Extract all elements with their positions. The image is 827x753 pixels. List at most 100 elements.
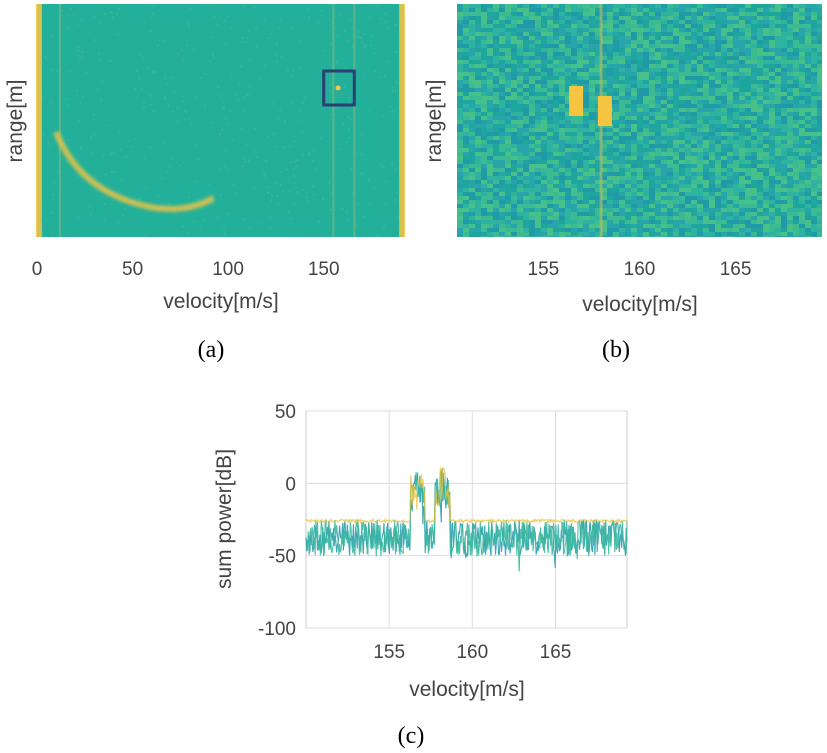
panel-b-cell [505, 116, 511, 120]
panel-b-cell [499, 224, 505, 228]
panel-a-speckle [305, 43, 308, 46]
panel-b-cell [619, 28, 625, 32]
panel-b-cell [571, 44, 577, 48]
panel-b-cell [631, 8, 637, 12]
panel-b-cell [463, 124, 469, 128]
panel-b-cell [505, 160, 511, 164]
panel-b-cell [493, 180, 499, 184]
panel-a-speckle [354, 106, 357, 109]
panel-b-cell [469, 232, 475, 236]
panel-b-cell [763, 20, 769, 24]
panel-a-speckle [389, 92, 392, 95]
panel-b-cell [799, 64, 805, 68]
panel-b-cell [727, 176, 733, 180]
panel-b-cell [493, 144, 499, 148]
panel-a-speckle [82, 96, 85, 99]
panel-b-cell [715, 96, 721, 100]
panel-a-speckle [266, 223, 269, 226]
panel-b-cell [469, 60, 475, 64]
panel-b-cell [673, 104, 679, 108]
panel-b-cell [667, 4, 673, 8]
panel-b-cell [607, 84, 613, 88]
panel-b-cell [571, 220, 577, 224]
panel-b-cell [493, 176, 499, 180]
panel-b-cell [457, 104, 463, 108]
panel-a-speckle [315, 145, 318, 148]
panel-b-cell [805, 88, 811, 92]
panel-b-cell [499, 176, 505, 180]
panel-a-speckle [175, 214, 178, 217]
panel-b-cell [529, 148, 535, 152]
panel-b-cell [517, 156, 523, 160]
panel-b-cell [673, 200, 679, 204]
panel-b-cell [493, 172, 499, 176]
panel-a-speckle [388, 87, 390, 90]
panel-b-cell [487, 148, 493, 152]
panel-b-cell [637, 108, 643, 112]
panel-b-cell [535, 112, 541, 116]
panel-b-cell [697, 72, 703, 76]
panel-b-cell [469, 168, 475, 172]
panel-b-cell [799, 204, 805, 208]
panel-b-cell [463, 212, 469, 216]
panel-b-cell [661, 20, 667, 24]
panel-b-cell [625, 96, 631, 100]
panel-b-cell [589, 136, 595, 140]
panel-a-speckle [365, 128, 368, 131]
panel-b-cell [817, 188, 822, 192]
panel-b-cell [541, 160, 547, 164]
panel-a-speckle [89, 213, 92, 216]
panel-b-cell [739, 92, 745, 96]
panel-b-cell [799, 176, 805, 180]
panel-b-cell [553, 220, 559, 224]
panel-b-cell [457, 160, 463, 164]
panel-b-cell [541, 88, 547, 92]
panel-b-cell [661, 88, 667, 92]
panel-b-cell [805, 92, 811, 96]
panel-b-cell [667, 36, 673, 40]
panel-a-speckle [396, 141, 399, 144]
panel-b-cell [661, 4, 667, 8]
panel-b-cell [685, 116, 691, 120]
panel-a-speckle [112, 16, 114, 19]
panel-b-cell [643, 76, 649, 80]
panel-a-speckle [330, 113, 333, 116]
panel-a-speckle [216, 192, 219, 195]
panel-b-cell [541, 156, 547, 160]
panel-b-cell [715, 140, 721, 144]
panel-b-cell [631, 88, 637, 92]
panel-b-cell [805, 160, 811, 164]
panel-b-cell [769, 188, 775, 192]
panel-b-cell [529, 196, 535, 200]
panel-b-cell [463, 80, 469, 84]
panel-b-cell [793, 80, 799, 84]
panel-b-cell [769, 216, 775, 220]
panel-b-cell [691, 64, 697, 68]
panel-a-speckle [148, 146, 151, 148]
panel-a-speckle [211, 121, 214, 124]
panel-a-speckle [361, 40, 364, 43]
panel-b-cell [631, 60, 637, 64]
panel-b-cell [685, 196, 691, 200]
panel-a-speckle [289, 217, 292, 220]
panel-b-cell [505, 4, 511, 8]
panel-b-cell [463, 108, 469, 112]
panel-b-cell [571, 124, 577, 128]
panel-b-cell [619, 4, 625, 8]
panel-a-speckle [51, 33, 54, 36]
panel-b-cell [745, 64, 751, 68]
panel-b-cell [457, 44, 463, 48]
panel-b-cell [751, 132, 757, 136]
panel-b-cell [811, 16, 817, 20]
panel-a-speckle [77, 46, 80, 48]
panel-b-cell [589, 104, 595, 108]
panel-a-speckle [334, 46, 337, 48]
panel-b-cell [583, 20, 589, 24]
panel-b-cell [817, 92, 822, 96]
panel-b-cell [613, 88, 619, 92]
panel-b-cell [703, 44, 709, 48]
panel-b-cell [469, 72, 475, 76]
panel-b-cell [679, 164, 685, 168]
panel-b-cell [817, 208, 822, 212]
panel-b-cell [499, 80, 505, 84]
